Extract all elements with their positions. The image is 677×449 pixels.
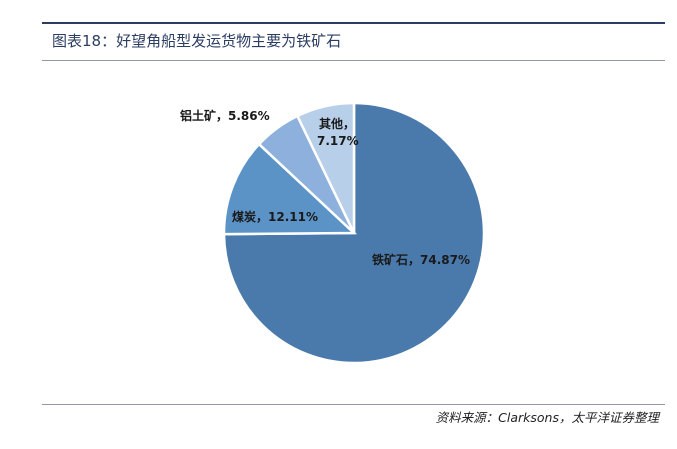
top-rule (42, 22, 665, 24)
pie-slices (222, 101, 486, 365)
slice-coal (222, 142, 358, 236)
bottom-divider (42, 404, 665, 405)
label-other: 其他， (319, 116, 355, 131)
label-other-value: 7.17% (317, 134, 359, 148)
label-iron-ore: 铁矿石，74.87% (372, 252, 470, 267)
slice-other (295, 101, 356, 234)
slice-iron-ore (222, 101, 486, 365)
pie-labels: 铁矿石，74.87% 煤炭，12.11% 铝土矿，5.86% 其他， 7.17% (180, 108, 470, 267)
label-bauxite: 铝土矿，5.86% (180, 108, 270, 123)
label-coal: 煤炭，12.11% (232, 209, 318, 224)
title-divider (42, 60, 665, 61)
source-note: 资料来源：Clarksons，太平洋证券整理 (435, 410, 659, 425)
figure-title: 图表18：好望角船型发运货物主要为铁矿石 (52, 32, 342, 50)
